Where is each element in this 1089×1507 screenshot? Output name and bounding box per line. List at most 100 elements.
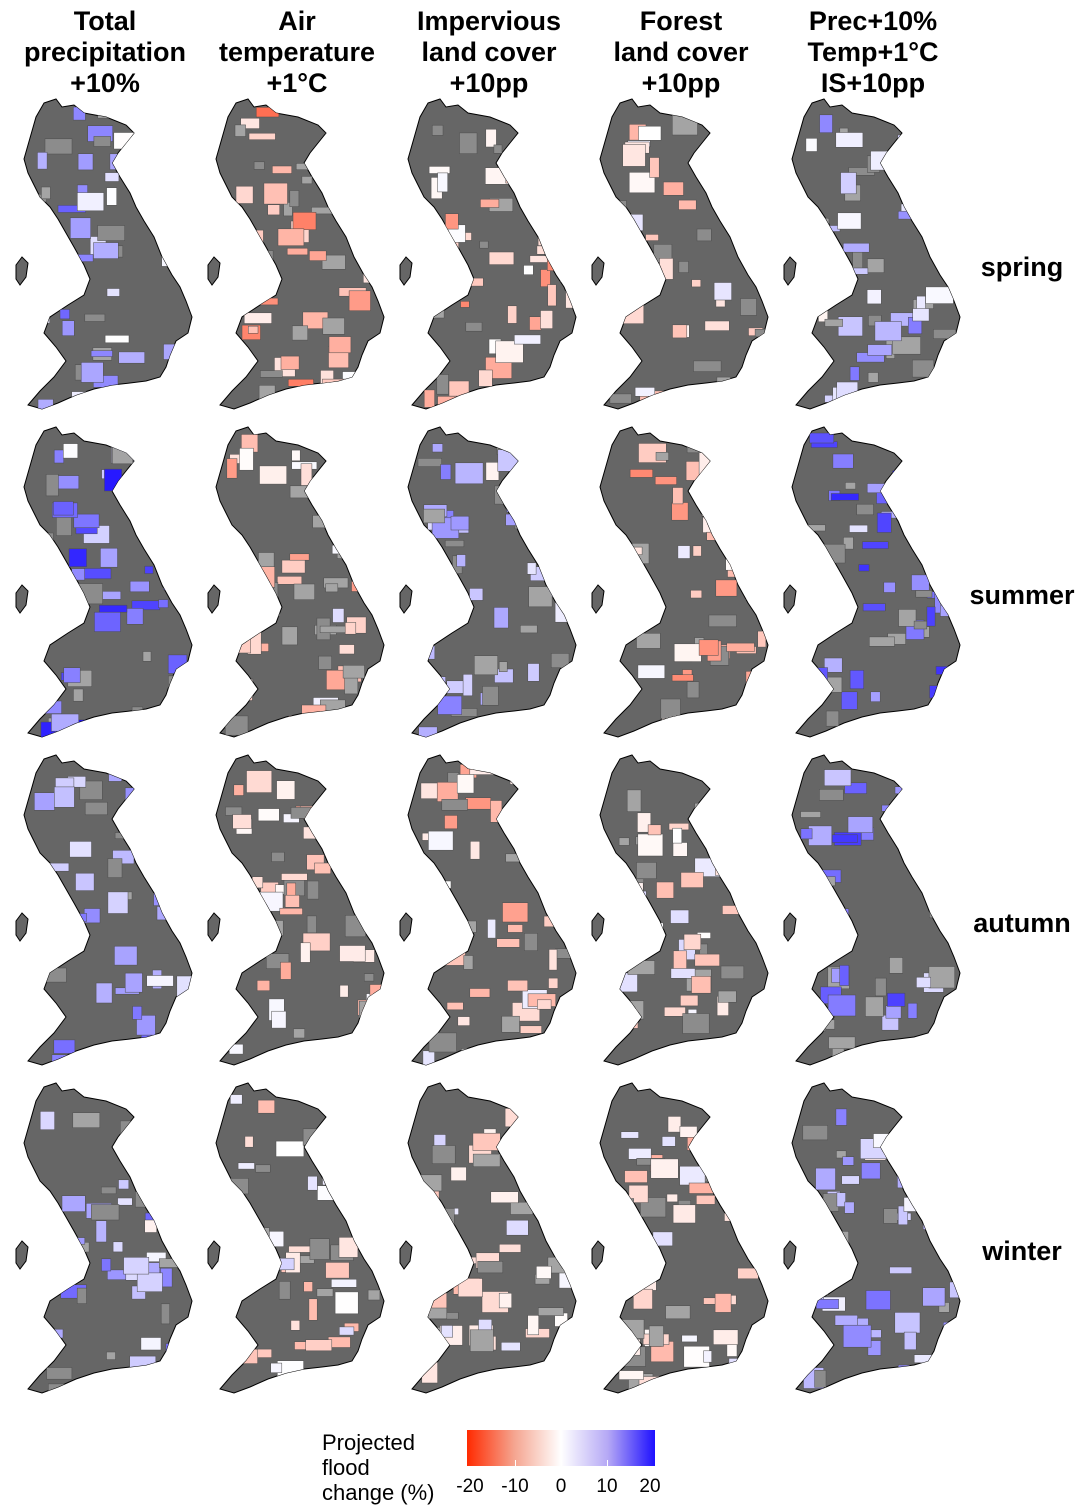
catchment-patch (696, 1195, 716, 1205)
catchment-patch (114, 832, 126, 839)
catchment-patch (912, 835, 936, 847)
catchment-patch (104, 335, 130, 344)
map-autumn-col1 (14, 751, 204, 1069)
catchment-patch (181, 913, 192, 932)
catchment-patch (913, 1354, 934, 1364)
catchment-patch (423, 389, 435, 408)
catchment-patch (924, 1036, 953, 1056)
catchment-patch (693, 360, 722, 372)
catchment-patch (706, 531, 730, 541)
catchment-patch (259, 465, 287, 485)
catchment-patch (752, 724, 768, 737)
catchment-patch (288, 715, 308, 728)
catchment-patch (626, 890, 647, 903)
map-spring-col3 (398, 95, 588, 413)
map-autumn-col4 (590, 751, 780, 1069)
catchment-patch (913, 620, 928, 630)
catchment-patch (322, 317, 345, 335)
legend-title-line: flood (322, 1455, 370, 1480)
catchment-patch (113, 132, 135, 150)
catchment-patch (649, 157, 660, 178)
catchment-patch (889, 957, 903, 974)
catchment-patch (263, 182, 288, 205)
catchment-patch (841, 691, 858, 710)
catchment-patch (680, 872, 704, 888)
catchment-patch (256, 980, 271, 991)
catchment-patch (915, 590, 933, 598)
catchment-patch (456, 774, 475, 794)
catchment-patch (62, 1237, 86, 1245)
catchment-patch (75, 583, 103, 605)
catchment-patch (148, 1126, 161, 1143)
catchment-patch (367, 547, 384, 563)
catchment-patch (170, 702, 192, 723)
catchment-patch (436, 781, 459, 802)
catchment-patch (553, 789, 564, 797)
island-outline (207, 1240, 221, 1270)
island-outline (399, 584, 413, 614)
catchment-patch (176, 975, 192, 998)
catchment-patch (289, 553, 310, 561)
catchment-patch (165, 376, 176, 389)
map-winter-col2 (206, 1079, 396, 1397)
catchment-patch (129, 580, 150, 593)
catchment-patch (158, 168, 187, 177)
catchment-patch (907, 1002, 918, 1019)
catchment-patch (339, 214, 360, 225)
catchment-patch (132, 1006, 143, 1020)
catchment-patch (55, 475, 80, 490)
catchment-patch (934, 1202, 954, 1218)
catchment-patch (422, 1050, 435, 1065)
catchment-patch (728, 1358, 749, 1378)
catchment-patch (339, 644, 355, 655)
catchment-patch (887, 992, 906, 1007)
catchment-patch (828, 1036, 856, 1049)
catchment-patch (70, 217, 91, 239)
catchment-patch (318, 655, 332, 670)
header-line: land cover (421, 37, 557, 67)
catchment-patch (321, 722, 343, 737)
row-label-summer: summer (969, 580, 1075, 610)
catchment-patch (881, 804, 910, 812)
row-label-winter: winter (982, 1236, 1062, 1266)
catchment-patch (683, 933, 702, 950)
catchment-patch (752, 393, 768, 409)
catchment-patch (456, 554, 466, 567)
catchment-patch (624, 1170, 648, 1183)
catchment-patch (418, 726, 438, 737)
catchment-patch (281, 626, 298, 646)
catchment-patch (924, 517, 935, 537)
catchment-patch (291, 449, 301, 462)
catchment-patch (934, 829, 943, 837)
catchment-patch (840, 172, 857, 195)
catchment-patch (154, 157, 179, 167)
catchment-patch (815, 1299, 839, 1309)
catchment-patch (814, 1019, 835, 1030)
catchment-patch (65, 262, 76, 280)
catchment-patch (325, 171, 353, 188)
catchment-patch (842, 1156, 855, 1166)
catchment-patch (621, 684, 634, 695)
catchment-patch (117, 1054, 137, 1065)
map-summer-col4 (590, 423, 780, 741)
catchment-patch (707, 1139, 716, 1148)
catchment-patch (487, 919, 496, 939)
catchment-patch (417, 458, 442, 467)
catchment-patch (77, 153, 94, 171)
catchment-patch (71, 568, 85, 581)
catchment-patch (446, 1002, 464, 1011)
catchment-patch (739, 708, 749, 720)
catchment-patch (548, 977, 559, 989)
catchment-patch (892, 816, 915, 835)
catchment-patch (437, 695, 462, 715)
catchment-patch (537, 1153, 550, 1167)
catchment-patch (120, 1120, 131, 1143)
header-line: +1°C (266, 68, 328, 98)
catchment-patch (135, 478, 163, 499)
catchment-patch (360, 220, 372, 234)
catchment-patch (540, 269, 551, 287)
catchment-patch (903, 1197, 918, 1212)
catchment-patch (834, 908, 849, 918)
catchment-patch (124, 787, 142, 801)
catchment-patch (930, 1363, 954, 1378)
